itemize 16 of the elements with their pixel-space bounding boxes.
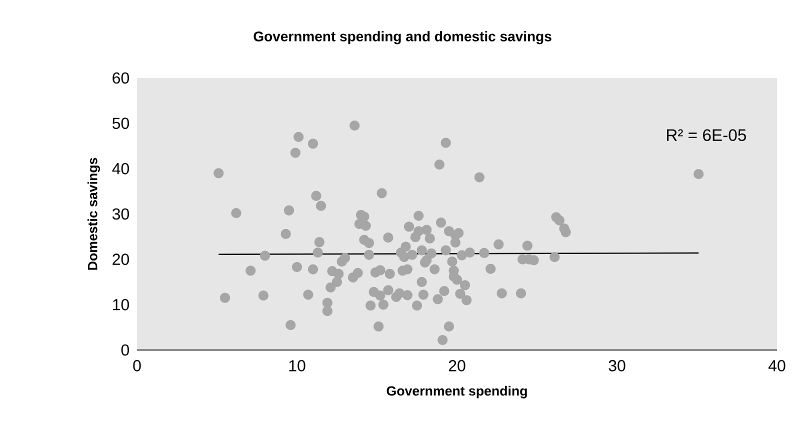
x-tick-label: 40 xyxy=(768,360,786,372)
y-tick-label: 10 xyxy=(113,299,130,310)
x-tick-label: 30 xyxy=(608,360,626,372)
annotation: R² = 6E-05 xyxy=(667,129,746,142)
x-axis-title: Government spending xyxy=(386,386,527,398)
x-tick-label: 0 xyxy=(133,360,141,372)
y-tick-label: 50 xyxy=(112,118,130,129)
y-tick-label: 40 xyxy=(112,163,130,174)
y-axis-title: Domestic savings xyxy=(88,158,100,270)
x-tick-label: 20 xyxy=(448,360,466,372)
y-tick-label: 0 xyxy=(121,344,130,356)
x-tick-label: 10 xyxy=(289,360,306,372)
y-tick-label: 20 xyxy=(112,254,130,265)
y-tick-label: 30 xyxy=(112,208,130,220)
y-tick-label: 60 xyxy=(112,72,130,84)
chart-title: Government spending and domestic savings xyxy=(254,31,552,44)
